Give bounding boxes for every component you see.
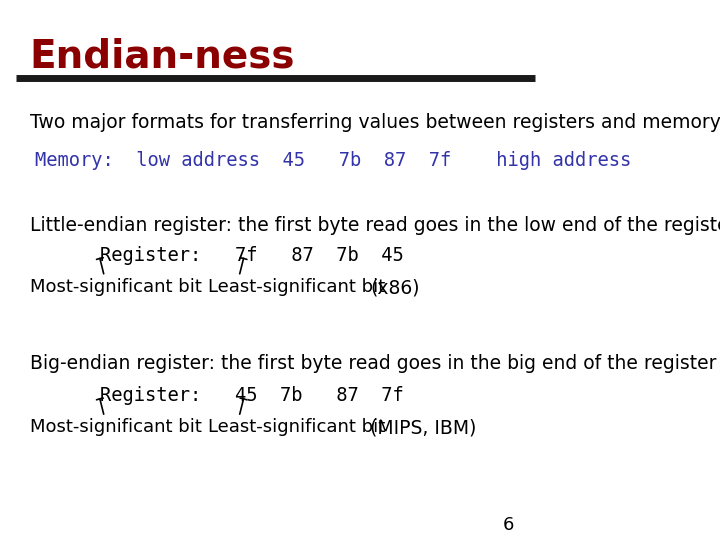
Text: Most-significant bit: Most-significant bit (30, 418, 202, 436)
Text: (MIPS, IBM): (MIPS, IBM) (371, 418, 477, 437)
Text: Register:   45  7b   87  7f: Register: 45 7b 87 7f (100, 386, 404, 405)
Text: Least-significant bit: Least-significant bit (208, 278, 385, 296)
Text: Least-significant bit: Least-significant bit (208, 418, 385, 436)
Text: Little-endian register: the first byte read goes in the low end of the register: Little-endian register: the first byte r… (30, 216, 720, 235)
Text: Big-endian register: the first byte read goes in the big end of the register: Big-endian register: the first byte read… (30, 354, 716, 373)
Text: Memory:  low address  45   7b  87  7f    high address: Memory: low address 45 7b 87 7f high add… (35, 151, 631, 170)
Text: Two major formats for transferring values between registers and memory: Two major formats for transferring value… (30, 113, 720, 132)
Text: 6: 6 (503, 516, 514, 534)
Text: Most-significant bit: Most-significant bit (30, 278, 202, 296)
Text: Register:   7f   87  7b  45: Register: 7f 87 7b 45 (100, 246, 404, 265)
Text: Endian-ness: Endian-ness (30, 38, 295, 76)
Text: (x86): (x86) (371, 278, 420, 297)
